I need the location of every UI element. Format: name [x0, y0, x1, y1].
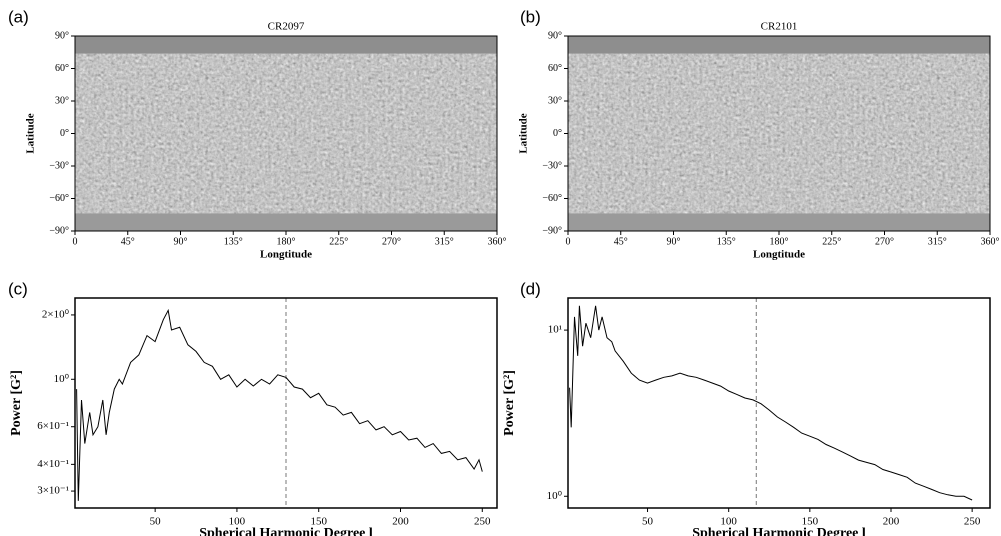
y-tick-label: 0° — [553, 128, 562, 139]
y-tick-label: 6×10⁻¹ — [37, 420, 69, 432]
x-tick-label: 100 — [229, 516, 246, 528]
y-tick-label: 60° — [55, 63, 69, 74]
x-tick-label: 270° — [382, 236, 401, 247]
panel-label: (c) — [8, 279, 28, 298]
magnetogram — [75, 36, 497, 231]
y-tick-label: 30° — [548, 95, 562, 106]
x-tick-label: 315° — [928, 236, 947, 247]
y-tick-label: 10¹ — [548, 324, 562, 336]
x-axis-label: Longtitude — [753, 249, 805, 261]
y-axis-label: Latitude — [518, 113, 530, 153]
x-tick-label: 315° — [435, 236, 454, 247]
y-tick-label: −90° — [542, 225, 562, 236]
x-tick-label: 50 — [642, 516, 654, 528]
polar-band — [568, 213, 990, 231]
x-tick-label: 360° — [488, 236, 507, 247]
y-tick-label: 10⁰ — [54, 373, 70, 385]
power-line — [569, 305, 973, 501]
y-axis-label: Latitude — [25, 113, 37, 153]
y-tick-label: −60° — [542, 193, 562, 204]
y-axis-label: Power [G²] — [9, 370, 24, 436]
y-tick-label: 0° — [60, 128, 69, 139]
panel-label: (d) — [520, 279, 541, 298]
magnetogram — [568, 36, 990, 231]
y-tick-label: 4×10⁻¹ — [37, 458, 69, 470]
x-tick-label: 250 — [964, 516, 981, 528]
x-tick-label: 135° — [224, 236, 243, 247]
y-tick-label: 3×10⁻¹ — [37, 485, 69, 497]
x-tick-label: 90° — [667, 236, 681, 247]
y-tick-label: 60° — [548, 63, 562, 74]
plot-frame — [74, 297, 498, 509]
y-tick-label: 90° — [548, 30, 562, 41]
y-tick-label: −90° — [49, 225, 69, 236]
y-tick-label: 90° — [55, 30, 69, 41]
y-tick-label: −30° — [542, 160, 562, 171]
x-tick-label: 135° — [717, 236, 736, 247]
power-line — [76, 308, 483, 501]
x-axis-label: Spherical Harmonic Degree l — [692, 526, 866, 536]
y-tick-label: 10⁰ — [547, 490, 563, 502]
polar-band — [75, 213, 497, 231]
x-tick-label: 360° — [981, 236, 1000, 247]
x-tick-label: 45° — [614, 236, 628, 247]
x-tick-label: 0 — [73, 236, 78, 247]
x-axis-label: Spherical Harmonic Degree l — [199, 526, 373, 536]
y-axis-label: Power [G²] — [502, 370, 517, 436]
x-tick-label: 50 — [150, 516, 162, 528]
x-tick-label: 200 — [883, 516, 900, 528]
y-tick-label: 2×10⁰ — [42, 308, 70, 320]
polar-band — [568, 36, 990, 54]
x-tick-label: 0 — [566, 236, 571, 247]
x-tick-label: 180° — [277, 236, 296, 247]
x-tick-label: 180° — [770, 236, 789, 247]
panel-label: (a) — [8, 7, 29, 26]
x-tick-label: 45° — [121, 236, 135, 247]
x-tick-label: 250 — [474, 516, 491, 528]
x-tick-label: 100 — [720, 516, 737, 528]
x-axis-label: Longtitude — [260, 249, 312, 261]
x-tick-label: 225° — [329, 236, 348, 247]
plot-frame — [567, 297, 991, 509]
chart-title: CR2097 — [268, 21, 305, 33]
x-tick-label: 200 — [392, 516, 409, 528]
x-tick-label: 90° — [174, 236, 188, 247]
x-tick-label: 225° — [822, 236, 841, 247]
panel-label: (b) — [520, 7, 541, 26]
y-tick-label: 30° — [55, 95, 69, 106]
x-tick-label: 150 — [310, 516, 327, 528]
x-tick-label: 270° — [875, 236, 894, 247]
chart-title: CR2101 — [761, 21, 798, 33]
polar-band — [75, 36, 497, 54]
y-tick-label: −60° — [49, 193, 69, 204]
x-tick-label: 150 — [802, 516, 819, 528]
y-tick-label: −30° — [49, 160, 69, 171]
